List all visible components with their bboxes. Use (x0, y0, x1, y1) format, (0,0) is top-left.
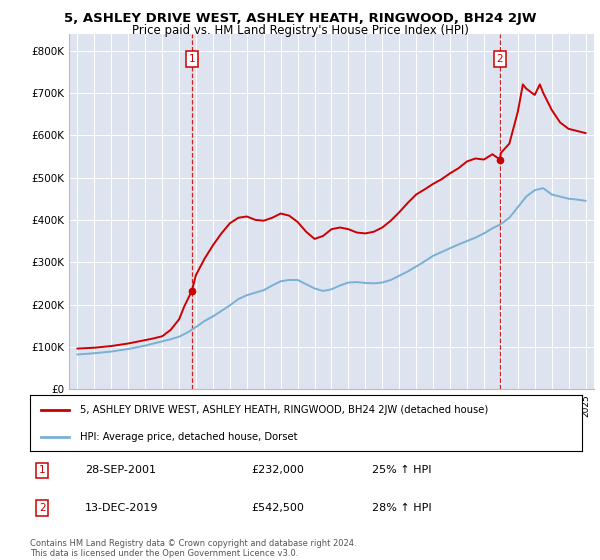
Text: Contains HM Land Registry data © Crown copyright and database right 2024.
This d: Contains HM Land Registry data © Crown c… (30, 539, 356, 558)
Text: 5, ASHLEY DRIVE WEST, ASHLEY HEATH, RINGWOOD, BH24 2JW (detached house): 5, ASHLEY DRIVE WEST, ASHLEY HEATH, RING… (80, 405, 488, 416)
Text: £542,500: £542,500 (251, 503, 304, 513)
Text: £232,000: £232,000 (251, 465, 304, 475)
Text: Price paid vs. HM Land Registry's House Price Index (HPI): Price paid vs. HM Land Registry's House … (131, 24, 469, 36)
Text: 28% ↑ HPI: 28% ↑ HPI (372, 503, 432, 513)
Text: 1: 1 (39, 465, 46, 475)
Text: 5, ASHLEY DRIVE WEST, ASHLEY HEATH, RINGWOOD, BH24 2JW: 5, ASHLEY DRIVE WEST, ASHLEY HEATH, RING… (64, 12, 536, 25)
Text: 1: 1 (188, 54, 195, 64)
Text: 2: 2 (497, 54, 503, 64)
Text: HPI: Average price, detached house, Dorset: HPI: Average price, detached house, Dors… (80, 432, 297, 442)
Text: 2: 2 (39, 503, 46, 513)
Text: 28-SEP-2001: 28-SEP-2001 (85, 465, 156, 475)
Text: 25% ↑ HPI: 25% ↑ HPI (372, 465, 432, 475)
Text: 13-DEC-2019: 13-DEC-2019 (85, 503, 158, 513)
